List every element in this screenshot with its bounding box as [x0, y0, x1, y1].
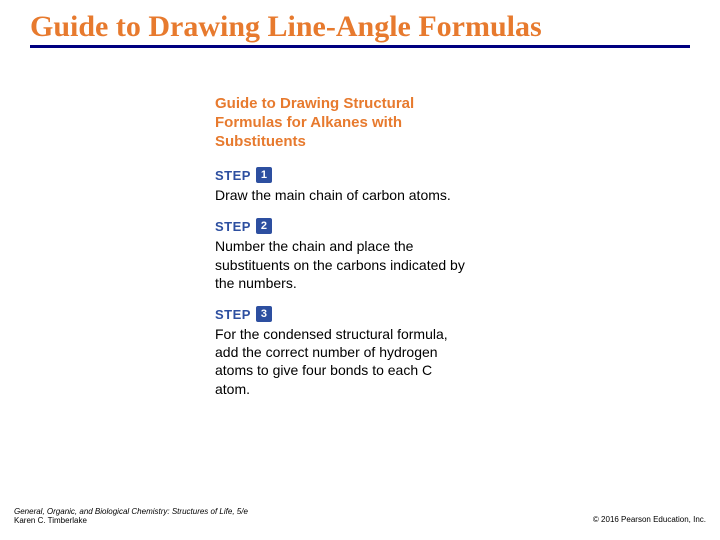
- step-2: STEP 2 Number the chain and place the su…: [215, 218, 465, 292]
- step-2-number: 2: [256, 218, 272, 234]
- step-3-header: STEP 3: [215, 306, 465, 322]
- footer-author: Karen C. Timberlake: [14, 516, 248, 526]
- step-3-label: STEP: [215, 307, 251, 322]
- guide-subtitle: Guide to Drawing Structural Formulas for…: [215, 95, 465, 151]
- step-2-label: STEP: [215, 219, 251, 234]
- footer-copyright: © 2016 Pearson Education, Inc.: [593, 515, 706, 524]
- step-2-text: Number the chain and place the substitue…: [215, 237, 465, 292]
- step-1-header: STEP 1: [215, 167, 465, 183]
- step-1-text: Draw the main chain of carbon atoms.: [215, 186, 465, 204]
- page-title: Guide to Drawing Line-Angle Formulas: [30, 10, 690, 48]
- step-1-number: 1: [256, 167, 272, 183]
- step-3-text: For the condensed structural formula, ad…: [215, 325, 465, 398]
- guide-block: Guide to Drawing Structural Formulas for…: [215, 95, 465, 412]
- footer-book: General, Organic, and Biological Chemist…: [14, 507, 248, 517]
- step-1-label: STEP: [215, 168, 251, 183]
- step-3: STEP 3 For the condensed structural form…: [215, 306, 465, 398]
- footer-left: General, Organic, and Biological Chemist…: [14, 507, 248, 526]
- step-2-header: STEP 2: [215, 218, 465, 234]
- step-1: STEP 1 Draw the main chain of carbon ato…: [215, 167, 465, 204]
- step-3-number: 3: [256, 306, 272, 322]
